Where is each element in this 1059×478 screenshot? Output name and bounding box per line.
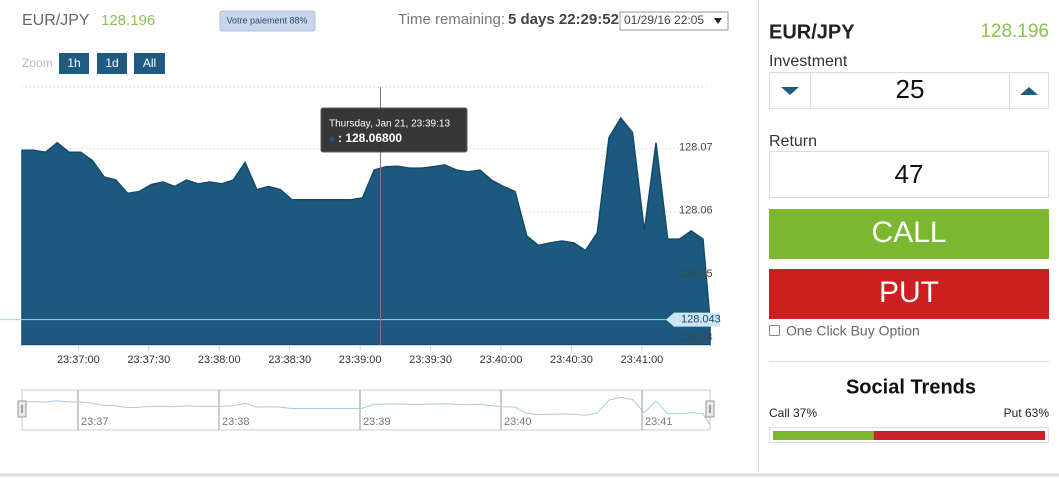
price-area xyxy=(21,116,711,346)
x-tick-label: 23:37:30 xyxy=(127,354,170,366)
navigator-label: 23:39 xyxy=(363,416,391,428)
social-trends: Call 37% Put 63% xyxy=(769,406,1050,443)
decrease-button[interactable] xyxy=(781,87,799,95)
y-tick-label: 128.04 xyxy=(679,332,713,344)
x-tick-label: 23:39:00 xyxy=(339,354,382,366)
expiry[interactable]: 01/29/16 22:05 xyxy=(624,13,704,27)
y-tick-label: 128.07 xyxy=(679,141,713,153)
one-click-label[interactable]: One Click Buy Option xyxy=(786,323,920,339)
social-title: Social Trends xyxy=(846,376,976,398)
x-tick-label: 23:40:00 xyxy=(480,354,523,366)
navigator[interactable] xyxy=(21,389,711,431)
tooltip-value: : 128.06800 xyxy=(338,131,402,145)
investment-label: Investment xyxy=(769,53,848,70)
tooltip-title: Thursday, Jan 21, 23:39:13 xyxy=(329,119,450,130)
call-button[interactable] xyxy=(769,209,1049,259)
payout-badge xyxy=(219,10,316,32)
put-label[interactable]: PUT xyxy=(879,276,939,309)
investment-input[interactable] xyxy=(769,72,1049,109)
zoom-button-label[interactable]: 1h xyxy=(67,56,80,70)
social-bar xyxy=(773,431,874,440)
navigator-line xyxy=(22,396,711,425)
navigator-label: 23:41 xyxy=(645,416,673,428)
social-label: Call 37% xyxy=(769,406,817,420)
panel-pair: EUR/JPY xyxy=(769,21,855,43)
tooltip xyxy=(320,107,468,153)
zoom-button-label[interactable]: All xyxy=(143,56,156,70)
expiry-select[interactable] xyxy=(619,11,729,31)
navigator-label: 23:38 xyxy=(222,416,250,428)
zoom-button[interactable] xyxy=(97,53,127,74)
checkbox[interactable] xyxy=(769,325,780,336)
zoom-button-label[interactable]: 1d xyxy=(105,56,118,70)
y-tick-label: 128.05 xyxy=(679,268,713,280)
return: 47 xyxy=(895,159,924,189)
return-label: Return xyxy=(769,133,817,150)
y-tick-label: 128.06 xyxy=(679,205,713,217)
pair: EUR/JPY xyxy=(22,12,90,29)
put-button[interactable] xyxy=(769,269,1049,319)
zoom-label: Zoom xyxy=(22,56,53,70)
social-bar xyxy=(873,431,1045,440)
panel-price: 128.196 xyxy=(980,21,1049,42)
price-chart: 128.04 128.05 128.06 128.07 23:37:00 23:37:30… xyxy=(0,86,721,366)
navigator-label: 23:40 xyxy=(504,416,532,428)
price: 128.196 xyxy=(101,12,155,29)
navigator-content: 23:37 23:38 23:39 23:40 23:41 xyxy=(17,390,715,430)
investment[interactable]: 25 xyxy=(896,74,925,104)
payout: Votre paiement 88% xyxy=(226,15,307,25)
zoom-buttons: 1h 1d All xyxy=(59,53,165,74)
tooltip-dot xyxy=(329,136,335,142)
increase-button[interactable] xyxy=(1020,87,1038,95)
navigator-label: 23:37 xyxy=(81,416,109,428)
x-tick-label: 23:38:30 xyxy=(268,354,311,366)
zoom-button[interactable] xyxy=(59,53,89,74)
zoom-button[interactable] xyxy=(134,53,165,74)
x-tick-label: 23:39:30 xyxy=(409,354,452,366)
social-label: Put 63% xyxy=(1004,406,1050,420)
current-price-tag xyxy=(666,312,720,327)
x-tick-label: 23:37:00 xyxy=(57,354,100,366)
time-label: Time remaining: xyxy=(398,11,505,28)
x-tick-label: 23:41:00 xyxy=(620,354,663,366)
return-box xyxy=(769,151,1049,198)
current-price-label: 128.043 xyxy=(681,314,721,326)
select-arrow xyxy=(714,18,722,24)
time-remaining: 5 days 22:29:52 xyxy=(508,11,619,28)
x-tick-label: 23:40:30 xyxy=(550,354,593,366)
call-label[interactable]: CALL xyxy=(871,216,946,249)
x-tick-label: 23:38:00 xyxy=(198,354,241,366)
